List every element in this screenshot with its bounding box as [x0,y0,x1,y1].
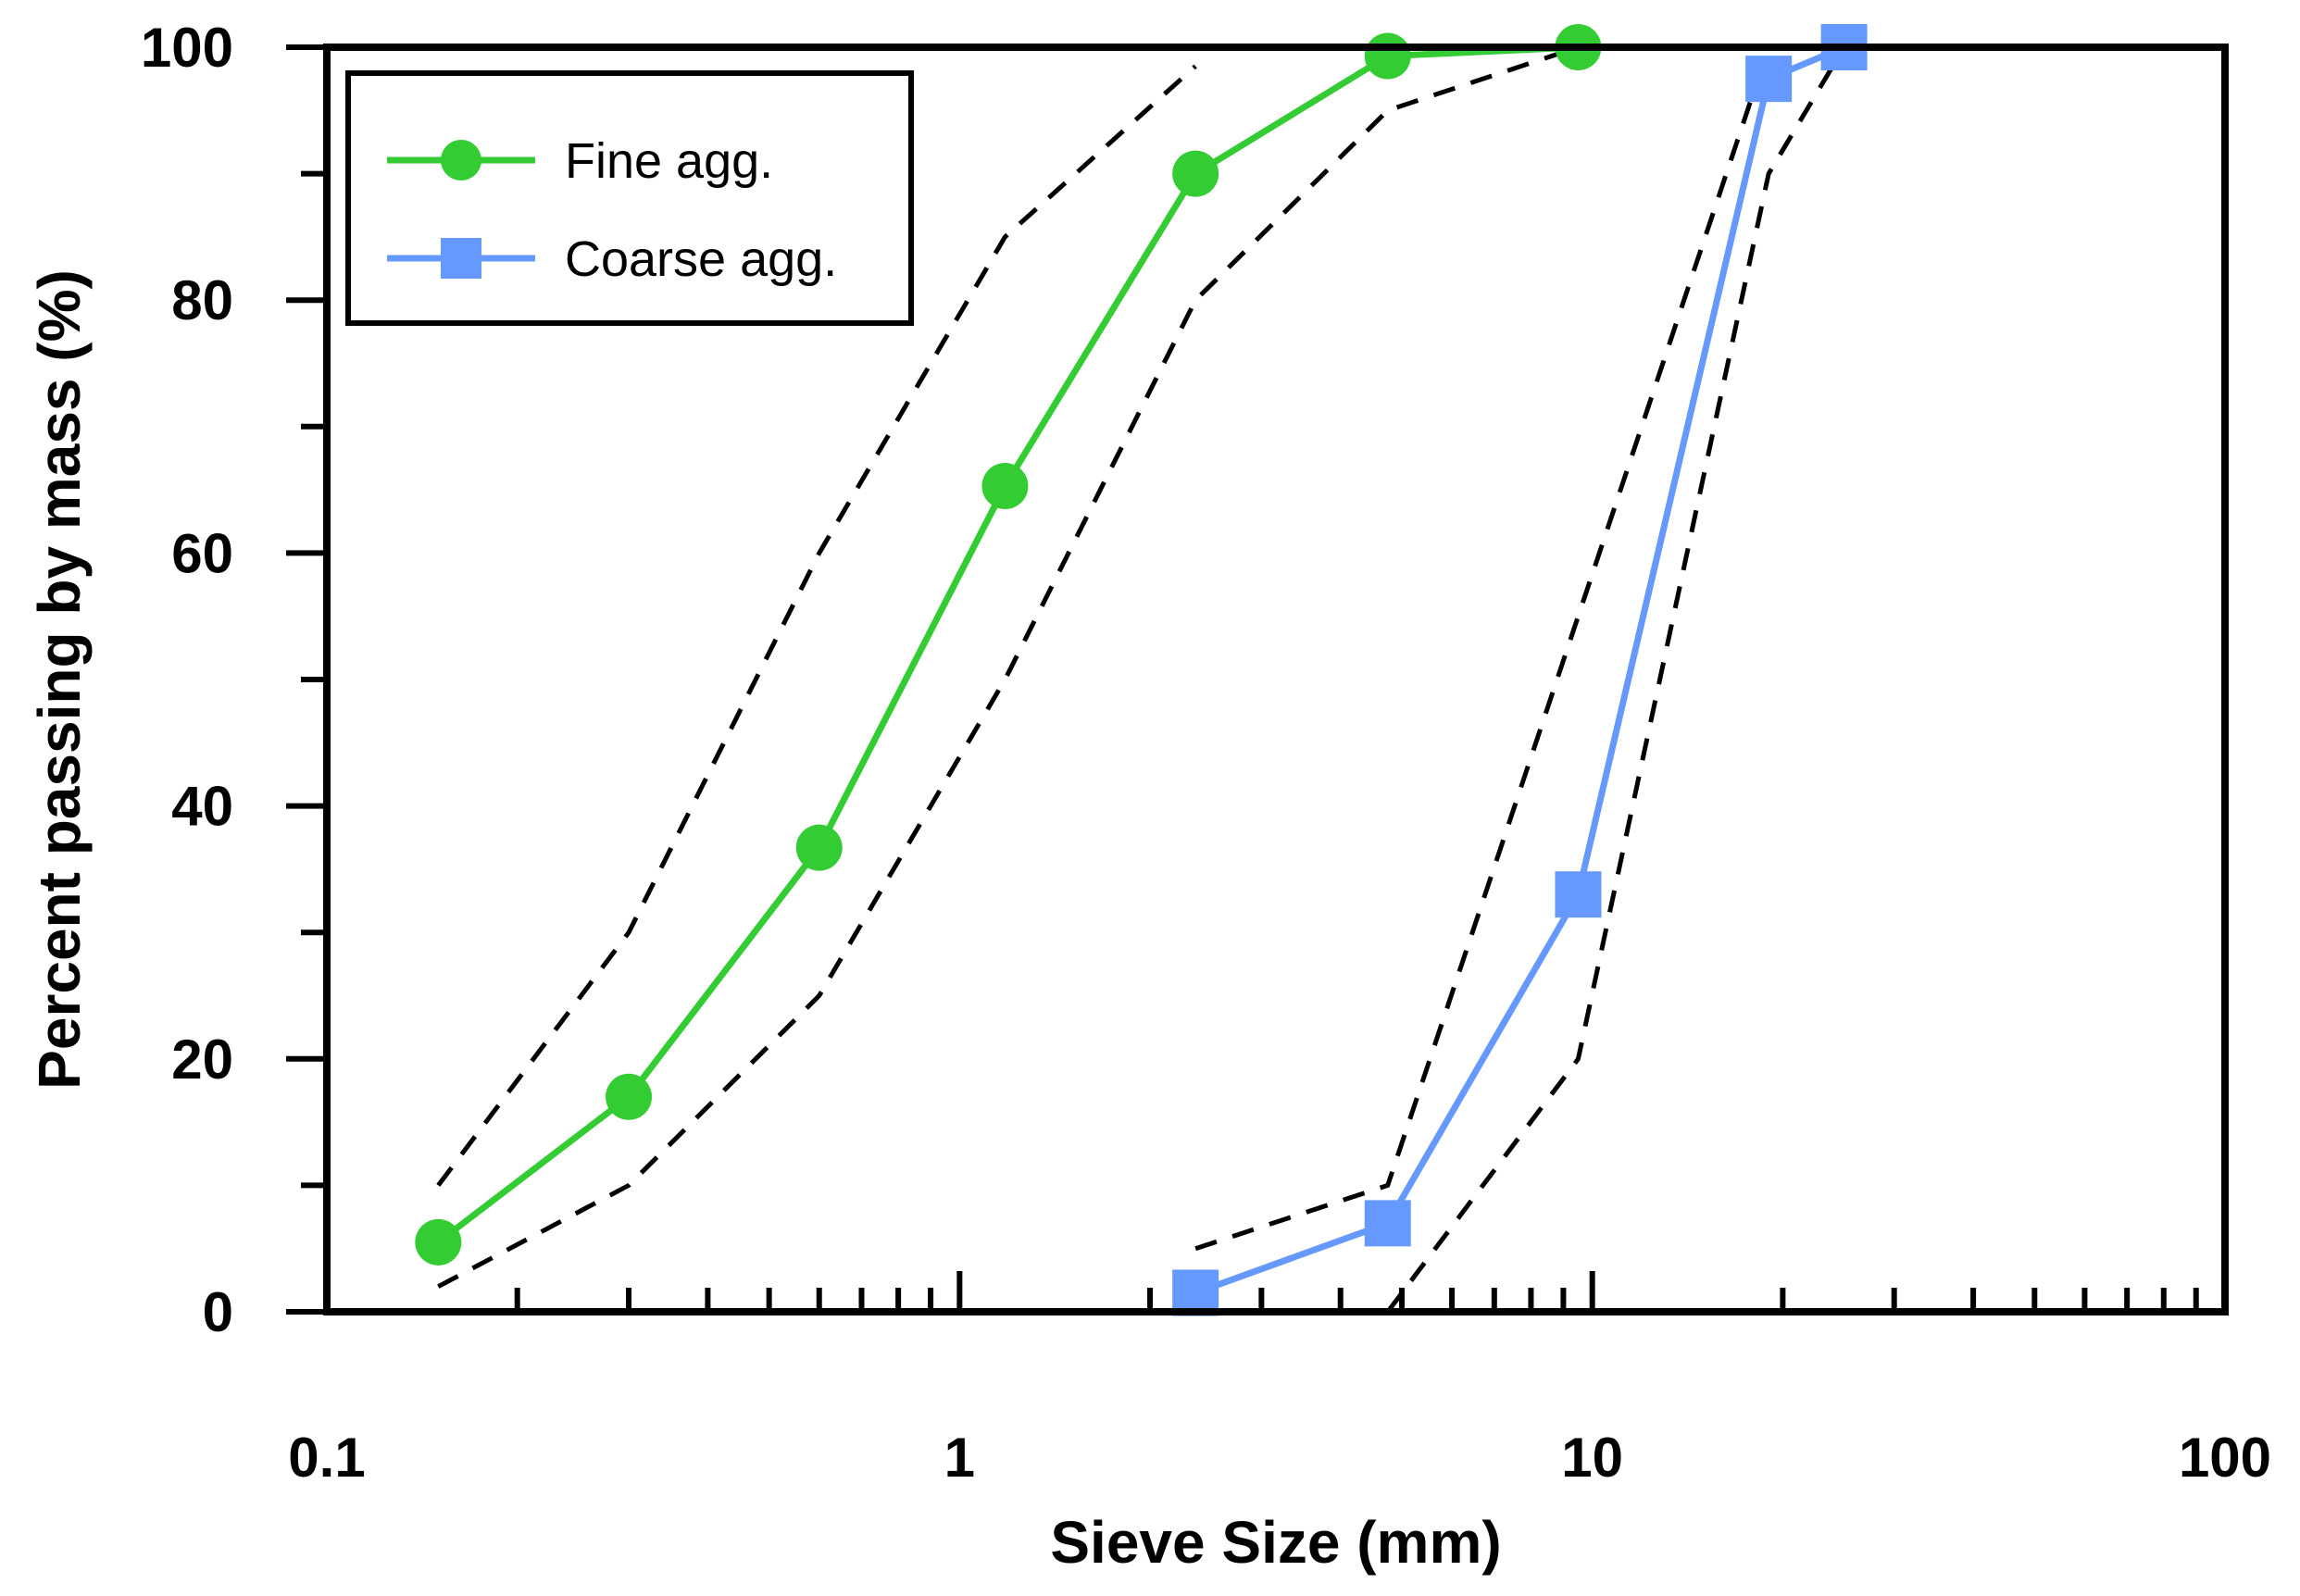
x-tick-label: 1 [944,1427,975,1489]
y-tick-label: 80 [171,269,233,331]
coarse-agg-point [1555,871,1602,918]
y-tick-label: 40 [171,776,233,838]
legend-fine-label: Fine agg. [565,133,773,189]
fine-agg-point [795,824,843,871]
legend-coarse-marker [441,238,481,279]
grading-limit-lines [436,44,1846,1314]
coarse-agg-point [1364,1200,1411,1247]
y-axis-title: Percent passing by mass (%) [26,269,93,1090]
axis-ticks [286,44,2199,1315]
x-tick-label: 0.1 [288,1427,365,1489]
fine-agg-point [1364,32,1411,80]
legend-box [345,70,914,326]
coarse-lower-limit [1385,45,1846,1314]
x-axis-title: Sieve Size (mm) [1050,1509,1501,1576]
coarse-agg-point [1745,56,1793,103]
coarse-agg-line [1194,44,1845,1296]
fine-agg-point [606,1073,653,1120]
y-axis-tick-labels: 0 20 40 60 80 100 [141,17,233,1343]
legend-coarse-label: Coarse agg. [565,231,837,287]
legend: Fine agg. Coarse agg. [345,70,914,326]
coarse-upper-limit [1194,44,1844,1252]
x-tick-label: 10 [1561,1427,1623,1489]
x-axis-tick-labels: 0.1 1 10 100 [288,1427,2271,1489]
fine-agg-point [1172,150,1219,197]
y-tick-label: 0 [203,1281,233,1343]
fine-upper-limit [436,64,1197,1187]
fine-lower-limit [437,44,1580,1289]
legend-fine-marker [441,140,481,181]
y-tick-label: 60 [171,522,233,584]
y-tick-label: 20 [171,1029,233,1091]
fine-agg-point [415,1218,462,1266]
plot-area-frame [323,44,2229,1315]
fine-agg-point [981,463,1029,510]
y-tick-label: 100 [141,17,233,79]
x-tick-label: 100 [2179,1427,2271,1489]
